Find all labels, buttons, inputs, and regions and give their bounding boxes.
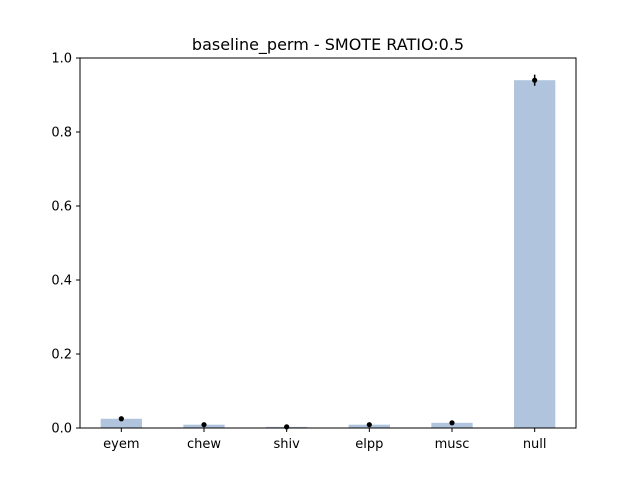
- x-tick-label-chew: chew: [187, 437, 221, 452]
- y-tick-label-5: 1.0: [51, 52, 72, 67]
- chart-title: baseline_perm - SMOTE RATIO:0.5: [192, 35, 464, 55]
- x-tick-label-musc: musc: [435, 437, 470, 452]
- x-tick-label-null: null: [523, 437, 547, 452]
- x-tick-label-elpp: elpp: [355, 437, 383, 452]
- y-tick-label-4: 0.8: [51, 126, 72, 141]
- mean-point-null: [532, 77, 538, 83]
- y-tick-label-1: 0.2: [51, 348, 72, 363]
- x-axis: eyem chew shiv elpp musc null: [103, 428, 547, 452]
- x-tick-label-shiv: shiv: [274, 437, 301, 452]
- y-tick-label-2: 0.4: [51, 274, 72, 289]
- mean-point-chew: [201, 422, 207, 428]
- mean-point-musc: [449, 420, 455, 426]
- bars-group: [100, 80, 556, 428]
- mean-point-eyem: [118, 416, 124, 422]
- error-bars-group: [118, 74, 538, 430]
- bar-null: [514, 80, 556, 428]
- y-tick-label-3: 0.6: [51, 200, 72, 215]
- bar-eyem: [100, 418, 142, 428]
- x-tick-label-eyem: eyem: [103, 437, 139, 452]
- plot-frame: [79, 57, 577, 429]
- y-tick-label-0: 0.0: [51, 422, 72, 437]
- mean-point-elpp: [366, 422, 372, 428]
- y-axis: 0.0 0.2 0.4 0.6 0.8 1.0: [51, 52, 80, 437]
